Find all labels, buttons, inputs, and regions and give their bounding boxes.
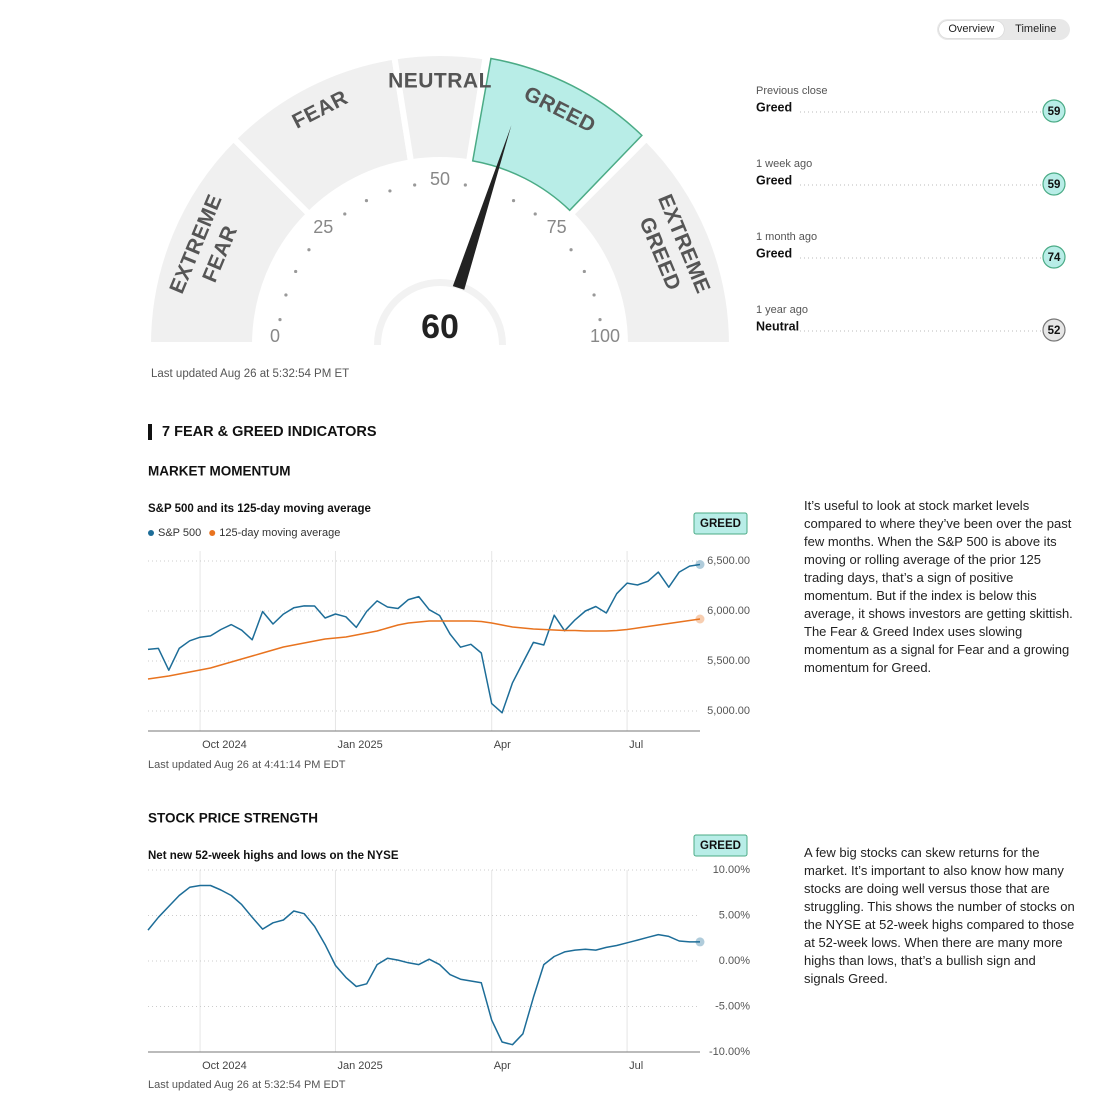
gauge-value: 60 <box>421 308 459 346</box>
indicator-description: It’s useful to look at stock market leve… <box>804 498 1073 675</box>
series-end-marker <box>695 560 705 569</box>
legend-swatch <box>148 530 154 536</box>
gauge-minor-dot <box>278 318 282 322</box>
gauge-minor-dot <box>388 189 392 193</box>
x-tick-label: Jan 2025 <box>337 739 382 751</box>
y-tick-label: -5.00% <box>715 1000 750 1012</box>
gauge-tick-label: 75 <box>547 217 567 237</box>
section-title: 7 FEAR & GREED INDICATORS <box>162 424 377 440</box>
history-value: 59 <box>1048 179 1061 191</box>
y-tick-label: 5,500.00 <box>707 655 750 667</box>
history-value: 52 <box>1048 325 1061 337</box>
section-bar <box>148 424 152 440</box>
gauge-minor-dot <box>284 293 288 297</box>
gauge-updated: Last updated Aug 26 at 5:32:54 PM ET <box>151 368 349 380</box>
history-badge <box>1042 99 1066 123</box>
tab[interactable]: Overview <box>939 21 1004 38</box>
history-rating: Greed <box>756 173 792 187</box>
y-tick-label: 6,000.00 <box>707 605 750 617</box>
legend-label: S&P 500 <box>158 527 201 539</box>
series-line <box>147 884 700 1046</box>
gauge-minor-dot <box>343 212 347 216</box>
history-label: 1 week ago <box>756 158 812 170</box>
tab[interactable]: Timeline <box>1015 23 1057 35</box>
history-badge <box>1042 318 1066 342</box>
history-badge <box>1042 245 1066 269</box>
x-tick-label: Oct 2024 <box>202 1060 247 1072</box>
x-tick-label: Oct 2024 <box>202 739 247 751</box>
history-label: 1 month ago <box>756 231 817 243</box>
gauge-minor-dot <box>294 269 298 274</box>
gauge-minor-dot <box>463 183 467 187</box>
history-rating: Neutral <box>756 319 799 333</box>
gauge-hub <box>381 286 499 345</box>
gauge-needle <box>452 125 512 290</box>
rating-badge <box>693 512 748 535</box>
chart-title: S&P 500 and its 125-day moving average <box>148 503 371 515</box>
gauge-minor-dot <box>592 293 596 297</box>
gauge-minor-dot <box>511 199 516 203</box>
x-tick-label: Jan 2025 <box>337 1060 382 1072</box>
history-value: 74 <box>1048 252 1061 264</box>
gauge-minor-dot <box>569 248 573 252</box>
history-rating: Greed <box>756 246 792 260</box>
history-label: 1 year ago <box>756 304 808 316</box>
history-badge <box>1042 172 1066 196</box>
gauge-segment-label: NEUTRAL <box>388 70 492 93</box>
y-tick-label: 6,500.00 <box>707 555 750 567</box>
y-tick-label: 5,000.00 <box>707 705 750 717</box>
x-tick-label: Apr <box>494 1060 511 1072</box>
history-label: Previous close <box>756 85 828 97</box>
history-rating: Greed <box>756 100 792 114</box>
x-tick-label: Jul <box>629 739 643 751</box>
gauge-tick-label: 0 <box>270 326 280 346</box>
indicator-updated: Last updated Aug 26 at 4:41:14 PM EDT <box>148 759 346 771</box>
gauge-minor-dot <box>582 269 586 274</box>
y-tick-label: -10.00% <box>709 1046 750 1058</box>
indicator-description: A few big stocks can skew returns for th… <box>804 845 1075 986</box>
gauge-tick-label: 100 <box>590 326 620 346</box>
series-line <box>147 563 701 714</box>
y-tick-label: 5.00% <box>719 909 750 921</box>
x-tick-label: Jul <box>629 1060 643 1072</box>
gauge-segment <box>566 134 736 348</box>
gauge-minor-dot <box>533 212 537 216</box>
gauge-minor-dot <box>364 199 369 203</box>
gauge-minor-dot <box>307 248 311 252</box>
rating-label: GREED <box>700 518 741 530</box>
chart-title: Net new 52-week highs and lows on the NY… <box>148 850 399 862</box>
gauge-segment <box>471 57 643 212</box>
y-tick-label: 0.00% <box>719 955 750 967</box>
gauge-tick-label: 50 <box>430 169 450 189</box>
y-tick-label: 10.00% <box>713 864 751 876</box>
rating-label: GREED <box>700 840 741 852</box>
gauge-tick-label: 25 <box>313 217 333 237</box>
series-end-marker <box>695 614 705 624</box>
indicator-heading: STOCK PRICE STRENGTH <box>148 811 318 826</box>
x-tick-label: Apr <box>494 739 511 751</box>
view-tabs: Overview Timeline <box>937 19 1070 40</box>
gauge-minor-dot <box>413 183 417 187</box>
indicator-heading: MARKET MOMENTUM <box>148 464 290 479</box>
legend-label: 125-day moving average <box>219 527 340 539</box>
series-line <box>147 618 701 680</box>
legend-swatch <box>209 530 216 536</box>
gauge-segment <box>390 50 490 166</box>
history-value: 59 <box>1048 106 1061 118</box>
indicator-updated: Last updated Aug 26 at 5:32:54 PM EDT <box>148 1079 346 1091</box>
gauge-minor-dot <box>598 318 602 322</box>
rating-badge <box>693 834 748 857</box>
series-end-marker <box>695 937 705 947</box>
